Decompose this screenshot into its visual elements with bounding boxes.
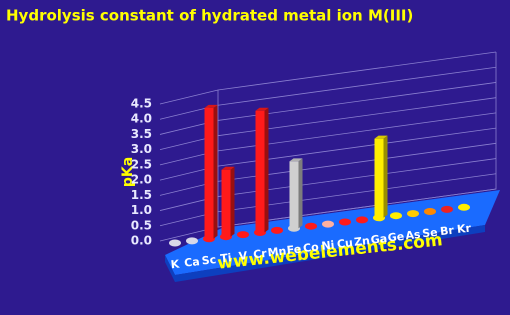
floor-marker — [305, 222, 317, 230]
bar — [204, 107, 214, 239]
bar-side — [298, 158, 303, 229]
x-tick-label: Sc — [201, 253, 217, 267]
x-tick-label: Co — [302, 240, 319, 255]
bar-top — [221, 166, 235, 170]
x-tick-label: Ca — [184, 255, 201, 270]
x-tick-label: Cu — [336, 236, 353, 251]
y-tick-label: 0.5 — [131, 218, 152, 232]
y-tick-label: 4.0 — [131, 112, 152, 126]
y-tick-label: 3.5 — [131, 127, 152, 141]
floor-marker — [424, 208, 436, 215]
x-tick-label: As — [405, 228, 422, 243]
bar-top — [255, 107, 269, 111]
floor-marker — [339, 218, 351, 226]
floor-marker — [441, 205, 453, 213]
x-tick-label: Fe — [286, 243, 302, 257]
y-tick-label: 3.0 — [131, 142, 152, 156]
y-tick-label: 1.0 — [131, 203, 152, 217]
floor-marker — [169, 239, 181, 247]
grid-line — [159, 51, 497, 105]
bar — [221, 169, 231, 237]
y-axis-label: pKa — [120, 157, 136, 187]
floor-marker — [237, 231, 249, 239]
bar-top — [374, 135, 388, 139]
floor-edge — [165, 225, 485, 282]
floor-marker — [390, 212, 402, 220]
x-tick-label: V — [238, 249, 248, 263]
x-tick-label: Se — [422, 226, 439, 241]
y-tick-label: 1.5 — [131, 188, 152, 202]
x-tick-label: Mn — [267, 244, 287, 259]
floor-marker — [458, 203, 470, 211]
x-tick-label: Br — [439, 224, 455, 238]
x-tick-label: Kr — [456, 222, 472, 236]
bar-side — [264, 107, 269, 233]
x-tick-label: Ti — [220, 251, 233, 265]
y-tick-label: 4.5 — [131, 97, 152, 111]
x-tick-label: Zn — [353, 234, 370, 249]
floor-marker — [322, 220, 334, 228]
floor-marker — [356, 216, 368, 224]
floor-marker — [186, 237, 198, 245]
bar — [255, 110, 265, 233]
floor-marker — [407, 210, 419, 218]
x-tick-label: Ni — [321, 238, 335, 252]
floor-marker — [271, 226, 283, 234]
x-tick-label: Cr — [253, 247, 268, 261]
x-tick-label: K — [170, 258, 180, 272]
x-tick-label: Ge — [387, 230, 405, 245]
bar — [289, 161, 299, 229]
y-tick-label: 0.0 — [131, 234, 152, 248]
bar-top — [204, 104, 218, 108]
bar-side — [213, 104, 218, 239]
y-tick-label: 2.0 — [131, 173, 152, 187]
bar-side — [383, 135, 388, 218]
y-tick-label: 2.5 — [131, 157, 152, 171]
x-tick-label: Ga — [370, 232, 388, 247]
chart-title: Hydrolysis constant of hydrated metal io… — [6, 7, 413, 25]
bar-top — [289, 158, 303, 162]
back-wall-edge — [217, 52, 497, 228]
bar-side — [230, 166, 235, 237]
bar — [374, 138, 384, 218]
